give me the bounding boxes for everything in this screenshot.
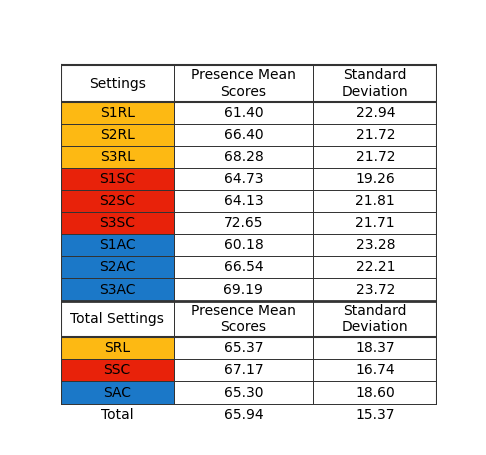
Text: Settings: Settings <box>89 76 146 91</box>
Text: 22.94: 22.94 <box>355 106 395 120</box>
Bar <box>61 257 174 278</box>
Text: Standard
Deviation: Standard Deviation <box>342 304 409 334</box>
Text: S1RL: S1RL <box>100 106 135 120</box>
Text: 21.81: 21.81 <box>355 194 395 208</box>
Text: S2AC: S2AC <box>99 260 136 274</box>
Text: 19.26: 19.26 <box>355 172 395 186</box>
Bar <box>174 102 313 124</box>
Bar <box>313 65 437 102</box>
Text: SAC: SAC <box>103 385 131 399</box>
Bar <box>313 190 437 212</box>
Bar <box>313 257 437 278</box>
Bar <box>61 65 174 102</box>
Text: 61.40: 61.40 <box>224 106 263 120</box>
Bar <box>174 359 313 381</box>
Text: S2SC: S2SC <box>99 194 135 208</box>
Bar <box>174 404 313 425</box>
Text: 66.40: 66.40 <box>224 128 263 142</box>
Bar <box>61 381 174 404</box>
Bar <box>174 124 313 146</box>
Bar <box>61 190 174 212</box>
Text: 68.28: 68.28 <box>224 150 263 164</box>
Bar <box>313 278 437 301</box>
Bar <box>61 278 174 301</box>
Text: Total Settings: Total Settings <box>70 312 164 326</box>
Bar <box>313 381 437 404</box>
Bar <box>61 102 174 124</box>
Bar <box>313 301 437 337</box>
Bar <box>313 359 437 381</box>
Bar <box>313 124 437 146</box>
Text: 23.28: 23.28 <box>355 238 395 253</box>
Bar <box>174 190 313 212</box>
Text: 18.37: 18.37 <box>355 341 395 355</box>
Text: 21.72: 21.72 <box>355 128 395 142</box>
Bar <box>61 234 174 257</box>
Bar <box>174 301 313 337</box>
Bar <box>174 257 313 278</box>
Text: S1SC: S1SC <box>99 172 135 186</box>
Bar <box>61 146 174 168</box>
Text: 22.21: 22.21 <box>355 260 395 274</box>
Bar <box>313 404 437 425</box>
Text: 18.60: 18.60 <box>355 385 395 399</box>
Text: 23.72: 23.72 <box>356 283 395 297</box>
Text: S2RL: S2RL <box>100 128 135 142</box>
Text: 16.74: 16.74 <box>355 364 395 378</box>
Text: S3AC: S3AC <box>99 283 136 297</box>
Bar <box>313 234 437 257</box>
Bar <box>61 212 174 234</box>
Bar <box>313 168 437 190</box>
Text: 64.13: 64.13 <box>224 194 263 208</box>
Text: Standard
Deviation: Standard Deviation <box>342 68 409 99</box>
Bar <box>174 234 313 257</box>
Bar <box>61 301 174 337</box>
Bar <box>313 212 437 234</box>
Text: SSC: SSC <box>104 364 131 378</box>
Bar <box>313 146 437 168</box>
Text: S3SC: S3SC <box>99 216 135 230</box>
Text: Presence Mean
Scores: Presence Mean Scores <box>191 304 296 334</box>
Bar <box>174 65 313 102</box>
Text: 66.54: 66.54 <box>224 260 263 274</box>
Bar <box>61 168 174 190</box>
Bar <box>61 124 174 146</box>
Bar <box>174 168 313 190</box>
Text: Total: Total <box>101 408 134 422</box>
Text: S1AC: S1AC <box>99 238 136 253</box>
Text: 65.94: 65.94 <box>224 408 263 422</box>
Text: 21.72: 21.72 <box>355 150 395 164</box>
Text: SRL: SRL <box>104 341 130 355</box>
Bar <box>174 146 313 168</box>
Bar <box>313 337 437 359</box>
Bar <box>313 102 437 124</box>
Text: 65.37: 65.37 <box>224 341 263 355</box>
Text: Presence Mean
Scores: Presence Mean Scores <box>191 68 296 99</box>
Bar <box>61 359 174 381</box>
Text: 69.19: 69.19 <box>224 283 263 297</box>
Text: 64.73: 64.73 <box>224 172 263 186</box>
Bar <box>61 337 174 359</box>
Text: 65.30: 65.30 <box>224 385 263 399</box>
Text: 67.17: 67.17 <box>224 364 263 378</box>
Bar <box>174 212 313 234</box>
Bar <box>174 337 313 359</box>
Text: 72.65: 72.65 <box>224 216 263 230</box>
Text: 60.18: 60.18 <box>224 238 263 253</box>
Text: 15.37: 15.37 <box>355 408 395 422</box>
Text: 21.71: 21.71 <box>355 216 395 230</box>
Text: S3RL: S3RL <box>100 150 135 164</box>
Bar <box>174 381 313 404</box>
Bar <box>61 404 174 425</box>
Bar <box>174 278 313 301</box>
